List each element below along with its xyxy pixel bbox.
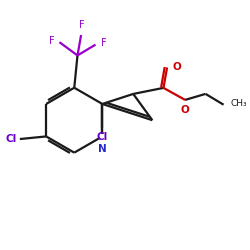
Text: CH₃: CH₃ xyxy=(230,99,247,108)
Text: O: O xyxy=(172,62,181,72)
Text: N: N xyxy=(98,144,107,154)
Text: F: F xyxy=(80,20,85,30)
Text: Cl: Cl xyxy=(6,134,17,144)
Text: Cl: Cl xyxy=(97,132,108,142)
Text: F: F xyxy=(48,36,54,46)
Text: O: O xyxy=(181,105,190,115)
Text: F: F xyxy=(101,38,106,48)
